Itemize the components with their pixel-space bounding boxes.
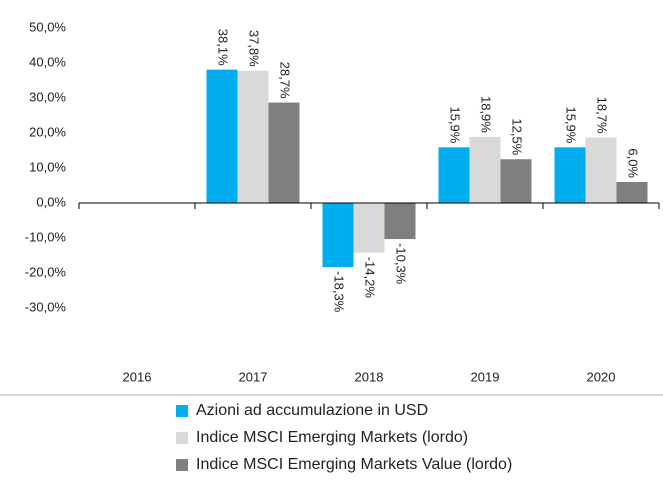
bar bbox=[384, 203, 416, 240]
value-label: 18,9% bbox=[479, 96, 494, 133]
bar bbox=[500, 159, 532, 203]
y-tick-label: 40,0% bbox=[29, 54, 66, 69]
y-tick-label: -20,0% bbox=[25, 264, 67, 279]
x-tick-label: 2016 bbox=[123, 369, 152, 384]
x-tick-label: 2020 bbox=[587, 369, 616, 384]
bar bbox=[206, 69, 238, 204]
value-label: 28,7% bbox=[278, 62, 293, 99]
value-label: -18,3% bbox=[332, 271, 347, 313]
bar bbox=[353, 203, 385, 253]
legend-swatch bbox=[176, 432, 188, 444]
y-tick-label: 50,0% bbox=[29, 19, 66, 34]
y-tick-label: 10,0% bbox=[29, 159, 66, 174]
value-label: 15,9% bbox=[448, 106, 463, 143]
legend-label: Indice MSCI Emerging Markets (lordo) bbox=[196, 429, 468, 446]
y-tick-label: -30,0% bbox=[25, 299, 67, 314]
bar bbox=[585, 137, 617, 203]
value-label: -10,3% bbox=[394, 243, 409, 285]
value-label: 6,0% bbox=[626, 148, 641, 178]
bar bbox=[438, 147, 470, 203]
x-tick-label: 2017 bbox=[239, 369, 268, 384]
bar bbox=[268, 102, 300, 203]
bar bbox=[616, 182, 648, 203]
legend-label: Azioni ad accumulazione in USD bbox=[196, 402, 428, 419]
y-tick-label: 0,0% bbox=[36, 194, 66, 209]
bar bbox=[554, 147, 586, 203]
legend-swatch bbox=[176, 405, 188, 417]
legend-swatch bbox=[176, 459, 188, 471]
x-tick-label: 2018 bbox=[355, 369, 384, 384]
y-tick-label: 30,0% bbox=[29, 89, 66, 104]
bar bbox=[322, 203, 354, 268]
value-label: 12,5% bbox=[510, 118, 525, 155]
legend-label: Indice MSCI Emerging Markets Value (lord… bbox=[196, 456, 512, 473]
value-label: 37,8% bbox=[247, 30, 262, 67]
y-tick-label: -10,0% bbox=[25, 229, 67, 244]
value-label: 18,7% bbox=[595, 97, 610, 134]
x-tick-label: 2019 bbox=[471, 369, 500, 384]
bar bbox=[237, 70, 269, 203]
value-label: 38,1% bbox=[216, 29, 231, 66]
value-label: 15,9% bbox=[564, 106, 579, 143]
value-label: -14,2% bbox=[363, 257, 378, 299]
bar bbox=[469, 136, 501, 203]
y-tick-label: 20,0% bbox=[29, 124, 66, 139]
